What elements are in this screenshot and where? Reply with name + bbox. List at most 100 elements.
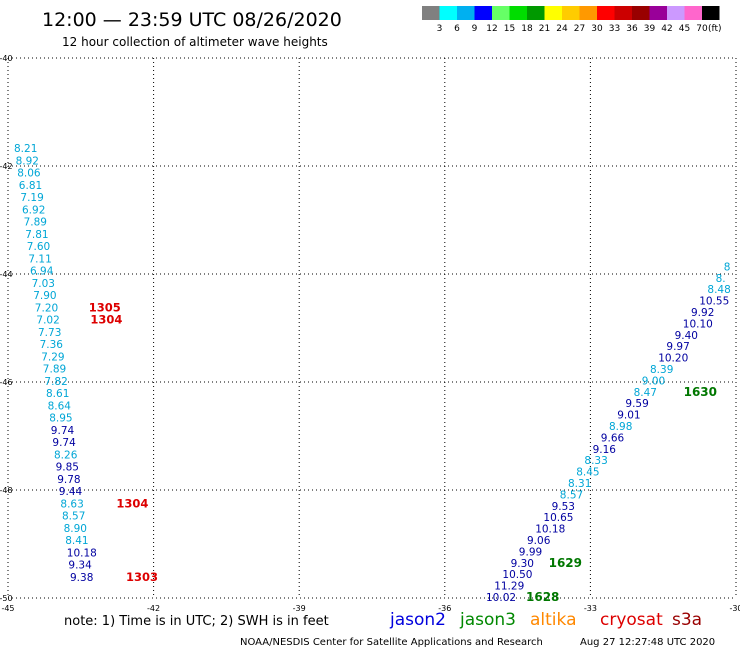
color-scale-label: 36 [626,24,638,34]
wave-height-value: 9.78 [57,474,80,486]
wave-height-value: 7.90 [33,290,56,302]
wave-height-tracks: 8.218.928.066.817.196.927.897.817.607.11… [14,143,731,604]
wave-height-value: 6.92 [22,204,45,216]
satellite-legend-s3a: s3a [672,610,702,630]
wave-height-value: 9.59 [625,398,648,410]
color-swatch [632,6,650,20]
wave-height-value: 8.61 [46,388,69,400]
pass-time-label: 1629 [549,556,582,570]
color-scale-label: 27 [574,24,585,34]
map-axis-ticks: -45 -42 -39 -36 -33 -30 -40 -42 -44 -46 -48 -50 [0,54,740,613]
lon-tick-label: -30 [729,604,740,613]
pass-time-label: 1304 [116,496,148,510]
wave-height-value: 7.60 [27,241,50,253]
color-scale-label: 3 [437,24,443,34]
wave-height-value: 8.33 [584,455,607,467]
color-scale-label: 18 [521,24,533,34]
wave-height-value: 9.30 [511,558,534,570]
pass-time-label: 1628 [526,590,559,604]
wave-height-value: 9.06 [527,535,551,547]
color-swatch [439,6,457,20]
pass-time-label: 1303 [126,570,158,584]
color-scale-legend: 3 6 9 12 15 18 21 24 27 30 33 36 39 42 45 70 [422,6,720,34]
wave-height-value: 10.18 [67,547,97,559]
wave-height-value: 10.20 [658,353,688,365]
map-subtitle: 12 hour collection of altimeter wave hei… [62,35,328,49]
wave-height-value: 7.19 [20,192,43,204]
wave-height-value: 7.82 [44,376,67,388]
wave-height-value: 10.10 [683,318,713,330]
wave-height-value: 9.97 [666,341,689,353]
wave-height-value: 9.00 [642,375,665,387]
wave-height-value: 10.02 [486,592,516,604]
pass-time-label: 1305 [89,300,121,314]
footer-timestamp: Aug 27 12:27:48 UTC 2020 [580,637,715,648]
wave-height-value: 8.63 [60,498,83,510]
satellite-legend-jason3: jason3 [459,610,516,630]
color-swatch [649,6,667,20]
satellite-legend-cryosat: cryosat [600,610,663,630]
wave-height-value: 9.99 [519,546,542,558]
wave-height-value: 7.89 [43,364,66,376]
color-scale-label: 33 [609,24,620,34]
wave-height-value: 7.20 [35,302,58,314]
color-swatch [614,6,632,20]
lat-tick-label: -42 [0,162,13,171]
lat-tick-label: -44 [0,270,13,279]
wave-height-value: 9.01 [617,410,640,422]
lon-tick-label: -45 [1,604,14,613]
color-swatch [509,6,527,20]
wave-height-value: 9.40 [675,330,698,342]
satellite-legend-jason2: jason2 [389,610,446,630]
lon-tick-label: -39 [293,604,306,613]
lon-tick-label: -42 [147,604,160,613]
wave-height-value: 10.65 [543,512,573,524]
wave-height-value: 8.57 [62,511,85,523]
wave-height-value: 9.92 [691,307,714,319]
wave-height-value: 8.95 [49,413,72,425]
wave-height-value: 6.94 [30,266,54,278]
wave-height-value: 9.85 [56,462,79,474]
wave-height-value: 7.81 [25,229,48,241]
wave-height-value: 9.44 [59,486,83,498]
wave-height-value: 7.36 [40,339,64,351]
wave-height-value: 8.48 [707,284,730,296]
color-scale-label: 9 [472,24,478,34]
wave-height-value: 11.29 [494,581,524,593]
pass-time-label: 1304 [90,313,122,327]
wave-height-value: 9.16 [593,444,617,456]
color-scale-label: 21 [539,24,550,34]
pass-time-label: 1630 [684,385,717,399]
wave-height-value: 8.64 [48,400,72,412]
wave-height-value: 10.50 [502,569,532,581]
wave-height-value: 10.18 [535,524,565,536]
color-swatch [457,6,475,20]
wave-height-value: 8.39 [650,364,673,376]
color-swatch [474,6,492,20]
wave-height-value: 9.38 [70,572,93,584]
wave-height-value: 7.11 [28,253,51,265]
wave-height-value: 9.66 [601,432,625,444]
color-swatch [492,6,510,20]
wave-height-value: 8.57 [560,489,583,501]
wave-height-value: 8. [716,273,726,285]
lon-tick-label: -36 [438,604,451,613]
color-scale-label: 42 [661,24,672,34]
color-swatch [579,6,597,20]
color-scale-unit: (ft) [708,24,722,34]
color-scale-label: 39 [644,24,656,34]
color-scale-label: 45 [679,24,690,34]
wave-height-value: 8.41 [65,535,88,547]
satellite-legend-altika: altika [530,610,577,630]
wave-height-value: 9.74 [52,437,76,449]
satellite-legend: jason2 jason3 altika cryosat s3a [389,610,702,630]
color-swatch [667,6,685,20]
wave-height-value: 8.31 [568,478,591,490]
wave-height-value: 8.06 [17,168,41,180]
color-scale-label: 70 [696,24,708,34]
lat-tick-label: -48 [0,486,13,495]
color-swatch [422,6,440,20]
color-swatch [702,6,720,20]
color-scale-label: 15 [504,24,515,34]
